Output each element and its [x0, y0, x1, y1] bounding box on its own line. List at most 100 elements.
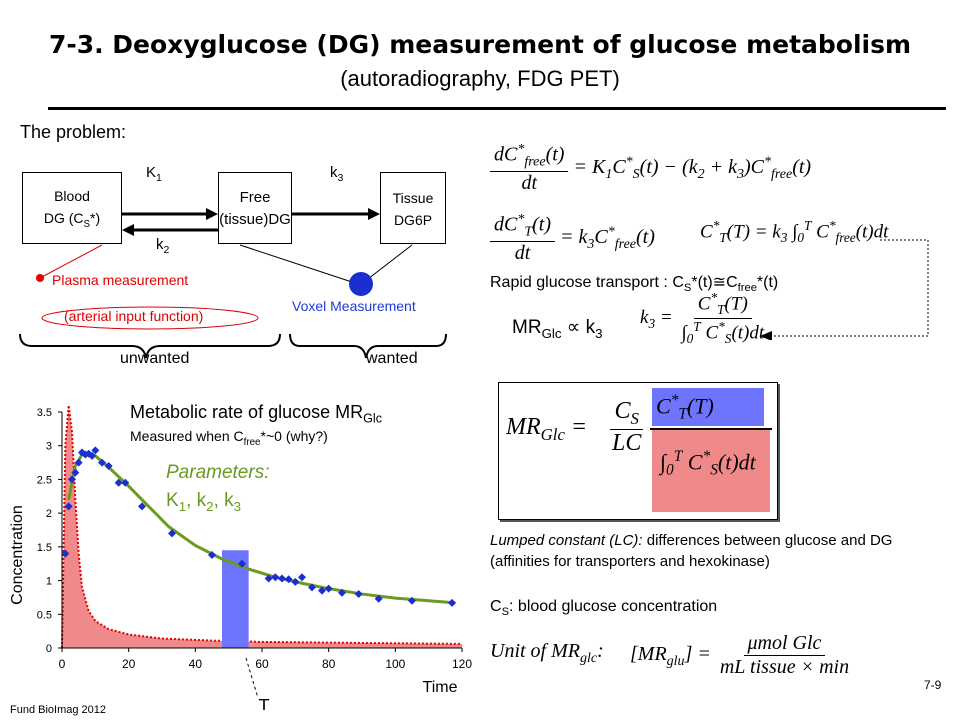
- k3-arrowhead: [368, 208, 380, 220]
- mr-fraction-bar: [650, 428, 772, 430]
- data-point: [64, 502, 73, 511]
- time-activity-chart: 0 20 40 60 80 100 120 0 0.5 1 1.5 2 2.5 3 3.5 Time Conce…: [9, 405, 472, 710]
- T-marker-line: [245, 657, 259, 699]
- data-point: [291, 577, 300, 586]
- free-box: Free (tissue)DG: [218, 172, 292, 244]
- blood-dg-label: DG (CS*): [43, 210, 101, 230]
- equation-integral: C*T(T) = k3 ∫0T C*free(t)dt: [700, 218, 889, 246]
- x-axis-label: Time: [423, 679, 458, 696]
- title-rule: [48, 107, 946, 110]
- y-tick-label: 2.5: [37, 474, 52, 486]
- equation-tissue: dC*T(t) dt = k3C*free(t): [490, 212, 655, 265]
- plasma-dot: [36, 274, 44, 282]
- plasma-label: Plasma measurement: [52, 272, 189, 288]
- data-point: [104, 461, 113, 470]
- parameters-list: K1, k2, k3: [166, 490, 242, 514]
- y-tick-label: 1.5: [37, 542, 52, 554]
- x-tick-label: 20: [122, 657, 136, 671]
- k2-arrowhead: [122, 224, 134, 236]
- data-point: [91, 446, 100, 455]
- data-point: [298, 573, 306, 582]
- parameters-label: Parameters:: [166, 462, 270, 483]
- rapid-transport-label: Rapid glucose transport : CS*(t)≅Cfree*(…: [490, 274, 779, 295]
- x-tick-label: 120: [452, 657, 472, 671]
- free-tissue-label: (tissue)DG: [219, 211, 291, 228]
- problem-label: The problem:: [20, 122, 127, 142]
- mr-lhs: MRGlc =: [506, 414, 588, 444]
- data-point: [121, 478, 130, 487]
- equation-k3: k3 = C*T(T) ∫0T C*S(t)dt: [640, 290, 765, 347]
- mr-cs-over-lc: CS LC: [610, 398, 643, 456]
- lumped-constant-note: Lumped constant (LC): differences betwee…: [490, 530, 900, 572]
- y-axis-label: Concentration: [9, 505, 26, 605]
- unit-label: Unit of MRglc:: [490, 640, 604, 666]
- data-point: [88, 451, 96, 460]
- plasma-area: [62, 405, 462, 648]
- lc-text2: (affinities for transporters and hexokin…: [490, 553, 770, 570]
- data-point: [78, 448, 86, 457]
- lc-label: Lumped constant (LC):: [490, 532, 643, 549]
- x-tick-label: 100: [385, 657, 405, 671]
- unwanted-label: unwanted: [120, 350, 190, 367]
- y-tick-label: 3: [46, 441, 52, 453]
- data-point: [61, 549, 70, 558]
- mr-proportional: MRGlc ∝ k3: [512, 317, 603, 341]
- y-tick-label: 2: [46, 508, 52, 520]
- data-point: [208, 550, 216, 559]
- data-point: [68, 475, 76, 484]
- voxel-line-left: [239, 244, 359, 285]
- data-point: [354, 590, 363, 599]
- mr-numerator-highlight: [652, 388, 764, 426]
- data-point: [74, 458, 83, 467]
- data-point: [448, 598, 456, 607]
- mr-integral-term: ∫0T C*S(t)dt: [660, 448, 756, 479]
- data-point: [84, 449, 93, 458]
- y-tick-label: 0: [46, 643, 52, 655]
- tissue-label: Tissue: [392, 190, 434, 206]
- x-tick-label: 60: [255, 657, 269, 671]
- fit-curve: [67, 452, 456, 605]
- data-point: [114, 478, 123, 487]
- voxel-line-right: [363, 244, 413, 283]
- plasma-curve: [61, 405, 463, 649]
- graph-heading: Metabolic rate of glucose MRGlc: [130, 402, 382, 426]
- footer-left: Fund BioImag 2012: [10, 704, 107, 716]
- data-point: [71, 468, 80, 477]
- T-marker-label: T: [259, 696, 270, 710]
- k1-label: K1: [146, 164, 162, 184]
- data-point: [284, 575, 293, 584]
- dg6p-label: DG6P: [393, 212, 433, 228]
- unwanted-brace: [19, 333, 281, 359]
- cs-note: CS: blood glucose concentration: [490, 598, 718, 619]
- data-point: [318, 586, 326, 595]
- data-point: [408, 596, 416, 605]
- wanted-brace: [289, 333, 447, 359]
- data-point: [264, 574, 273, 583]
- lc-text: differences between glucose and DG: [642, 532, 893, 549]
- plasma-pointer: [39, 244, 103, 279]
- compartment-diagram: [19, 208, 447, 359]
- y-tick-label: 3.5: [37, 407, 52, 419]
- slide-title: 7-3. Deoxyglucose (DG) measurement of gl…: [48, 30, 912, 59]
- equation-free: dC*free(t) dt = K1C*S(t) − (k2 + k3)C*fre…: [490, 142, 811, 195]
- voxel-label: Voxel Measurement: [292, 298, 416, 314]
- arterial-label: (arterial input function): [64, 308, 204, 324]
- arterial-oval: [41, 306, 259, 330]
- y-tick-label: 1: [46, 576, 52, 588]
- data-point: [278, 574, 286, 583]
- mr-ct-term: C*T(T): [656, 392, 714, 423]
- k3-label: k3: [330, 164, 344, 184]
- x-tick-label: 80: [322, 657, 336, 671]
- unit-equation: [MRglu] = μmol Glc mL tissue × min: [630, 632, 850, 678]
- free-label: Free: [239, 189, 271, 206]
- slide-subtitle: (autoradiography, FDG PET): [340, 66, 620, 91]
- arrow-to-k3: [760, 239, 929, 340]
- k1-arrowhead: [206, 208, 218, 220]
- data-point: [308, 583, 316, 592]
- mr-denominator-highlight: [652, 430, 770, 512]
- page-number: 7-9: [924, 678, 942, 692]
- blood-label: Blood: [54, 188, 90, 204]
- data-point: [98, 458, 106, 467]
- data-point: [238, 559, 246, 568]
- wanted-label: wanted: [366, 350, 418, 367]
